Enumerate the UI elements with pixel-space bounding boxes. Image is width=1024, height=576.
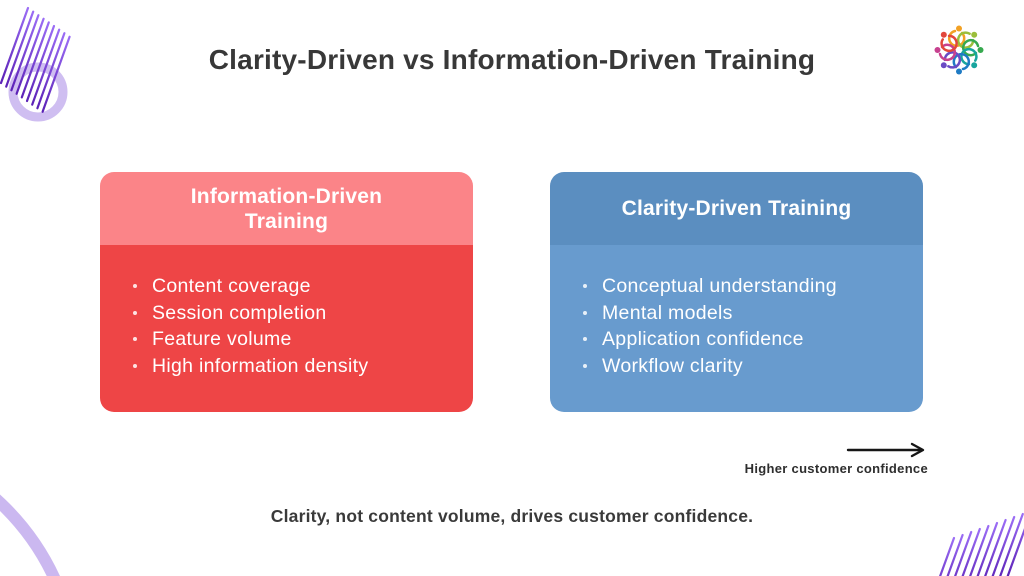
list-item: Feature volume [133,326,449,353]
list-item: Application confidence [583,326,899,353]
card-information-driven: Information-Driven Training Content cove… [100,172,473,412]
list-item: High information density [133,353,449,380]
card-title: Information-Driven Training [190,184,383,233]
card-title: Clarity-Driven Training [621,197,852,220]
confidence-arrow-note: Higher customer confidence [708,442,928,476]
list-item: Workflow clarity [583,353,899,380]
list-item: Content coverage [133,273,449,300]
card-item-list: Content coverage Session completion Feat… [100,245,473,412]
right-arrow-icon [846,442,925,458]
card-header-clarity-driven: Clarity-Driven Training [550,172,923,245]
list-item: Mental models [583,300,899,327]
list-item: Session completion [133,300,449,327]
card-item-list: Conceptual understanding Mental models A… [550,245,923,412]
comparison-cards: Information-Driven Training Content cove… [100,172,924,412]
list-item: Conceptual understanding [583,273,899,300]
card-clarity-driven: Clarity-Driven Training Conceptual under… [550,172,923,412]
arrow-label: Higher customer confidence [744,461,928,476]
page-title: Clarity-Driven vs Information-Driven Tra… [208,44,816,75]
card-header-information-driven: Information-Driven Training [100,172,473,245]
people-circle-logo-icon [934,25,984,75]
caption: Clarity, not content volume, drives cust… [270,506,754,526]
corner-decoration-arc [0,494,60,576]
